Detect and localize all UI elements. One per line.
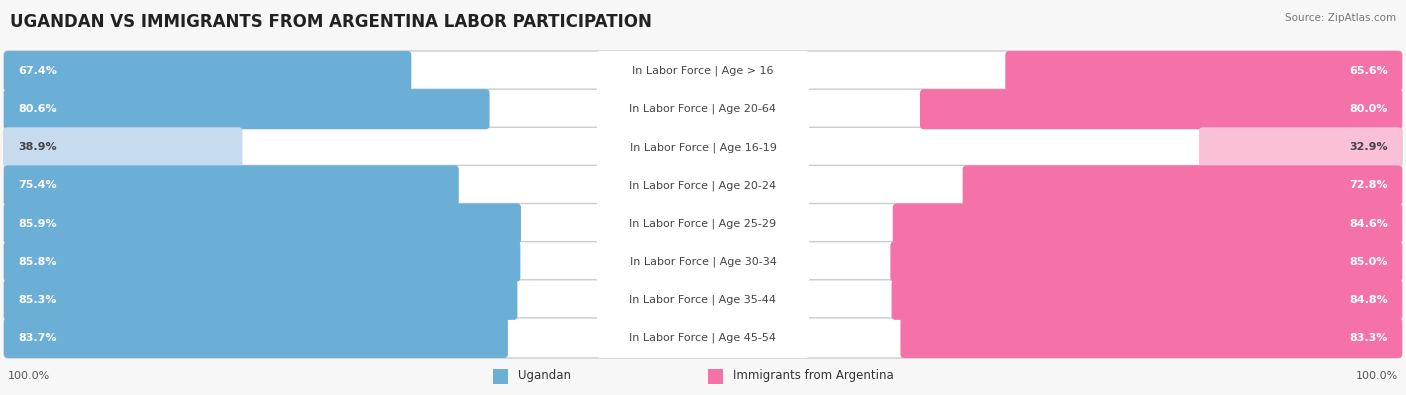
FancyBboxPatch shape — [4, 166, 458, 205]
Text: 67.4%: 67.4% — [18, 66, 56, 76]
FancyBboxPatch shape — [4, 242, 520, 282]
Text: 65.6%: 65.6% — [1350, 66, 1388, 76]
Text: In Labor Force | Age 35-44: In Labor Force | Age 35-44 — [630, 295, 776, 305]
FancyBboxPatch shape — [963, 166, 1402, 205]
Text: 83.3%: 83.3% — [1350, 333, 1388, 343]
FancyBboxPatch shape — [494, 369, 508, 384]
Text: 83.7%: 83.7% — [18, 333, 56, 343]
FancyBboxPatch shape — [596, 166, 810, 205]
Text: 84.6%: 84.6% — [1350, 218, 1388, 229]
FancyBboxPatch shape — [4, 51, 412, 91]
Text: In Labor Force | Age > 16: In Labor Force | Age > 16 — [633, 66, 773, 76]
Text: In Labor Force | Age 16-19: In Labor Force | Age 16-19 — [630, 142, 776, 152]
FancyBboxPatch shape — [4, 89, 1402, 129]
Text: In Labor Force | Age 30-34: In Labor Force | Age 30-34 — [630, 256, 776, 267]
Text: UGANDAN VS IMMIGRANTS FROM ARGENTINA LABOR PARTICIPATION: UGANDAN VS IMMIGRANTS FROM ARGENTINA LAB… — [10, 13, 652, 31]
Text: Immigrants from Argentina: Immigrants from Argentina — [733, 369, 894, 382]
FancyBboxPatch shape — [900, 318, 1402, 358]
FancyBboxPatch shape — [893, 203, 1402, 244]
FancyBboxPatch shape — [4, 89, 489, 129]
FancyBboxPatch shape — [4, 203, 1402, 244]
FancyBboxPatch shape — [4, 127, 242, 167]
FancyBboxPatch shape — [596, 127, 810, 167]
Text: 84.8%: 84.8% — [1350, 295, 1388, 305]
Text: 80.0%: 80.0% — [1350, 104, 1388, 114]
FancyBboxPatch shape — [1005, 51, 1402, 91]
FancyBboxPatch shape — [596, 318, 810, 358]
Text: 100.0%: 100.0% — [8, 371, 51, 381]
Text: 100.0%: 100.0% — [1355, 371, 1398, 381]
Text: 80.6%: 80.6% — [18, 104, 56, 114]
FancyBboxPatch shape — [890, 242, 1402, 282]
FancyBboxPatch shape — [920, 89, 1402, 129]
FancyBboxPatch shape — [4, 280, 517, 320]
Text: 38.9%: 38.9% — [18, 142, 56, 152]
Text: Ugandan: Ugandan — [517, 369, 571, 382]
FancyBboxPatch shape — [596, 89, 810, 129]
FancyBboxPatch shape — [4, 318, 508, 358]
FancyBboxPatch shape — [4, 203, 522, 244]
Text: 75.4%: 75.4% — [18, 181, 56, 190]
FancyBboxPatch shape — [596, 203, 810, 244]
Text: In Labor Force | Age 20-64: In Labor Force | Age 20-64 — [630, 104, 776, 115]
FancyBboxPatch shape — [4, 280, 1402, 320]
Text: Source: ZipAtlas.com: Source: ZipAtlas.com — [1285, 13, 1396, 23]
FancyBboxPatch shape — [4, 242, 1402, 282]
Text: In Labor Force | Age 20-24: In Labor Force | Age 20-24 — [630, 180, 776, 191]
FancyBboxPatch shape — [596, 51, 810, 91]
FancyBboxPatch shape — [1199, 127, 1402, 167]
Text: 85.3%: 85.3% — [18, 295, 56, 305]
FancyBboxPatch shape — [4, 166, 1402, 205]
FancyBboxPatch shape — [596, 280, 810, 320]
Text: 85.0%: 85.0% — [1350, 257, 1388, 267]
FancyBboxPatch shape — [709, 369, 723, 384]
Text: 72.8%: 72.8% — [1350, 181, 1388, 190]
Text: In Labor Force | Age 45-54: In Labor Force | Age 45-54 — [630, 333, 776, 343]
FancyBboxPatch shape — [4, 318, 1402, 358]
Text: In Labor Force | Age 25-29: In Labor Force | Age 25-29 — [630, 218, 776, 229]
FancyBboxPatch shape — [596, 242, 810, 282]
Text: 85.8%: 85.8% — [18, 257, 56, 267]
FancyBboxPatch shape — [4, 127, 1402, 167]
FancyBboxPatch shape — [891, 280, 1402, 320]
FancyBboxPatch shape — [4, 51, 1402, 91]
Text: 32.9%: 32.9% — [1350, 142, 1388, 152]
Text: 85.9%: 85.9% — [18, 218, 56, 229]
